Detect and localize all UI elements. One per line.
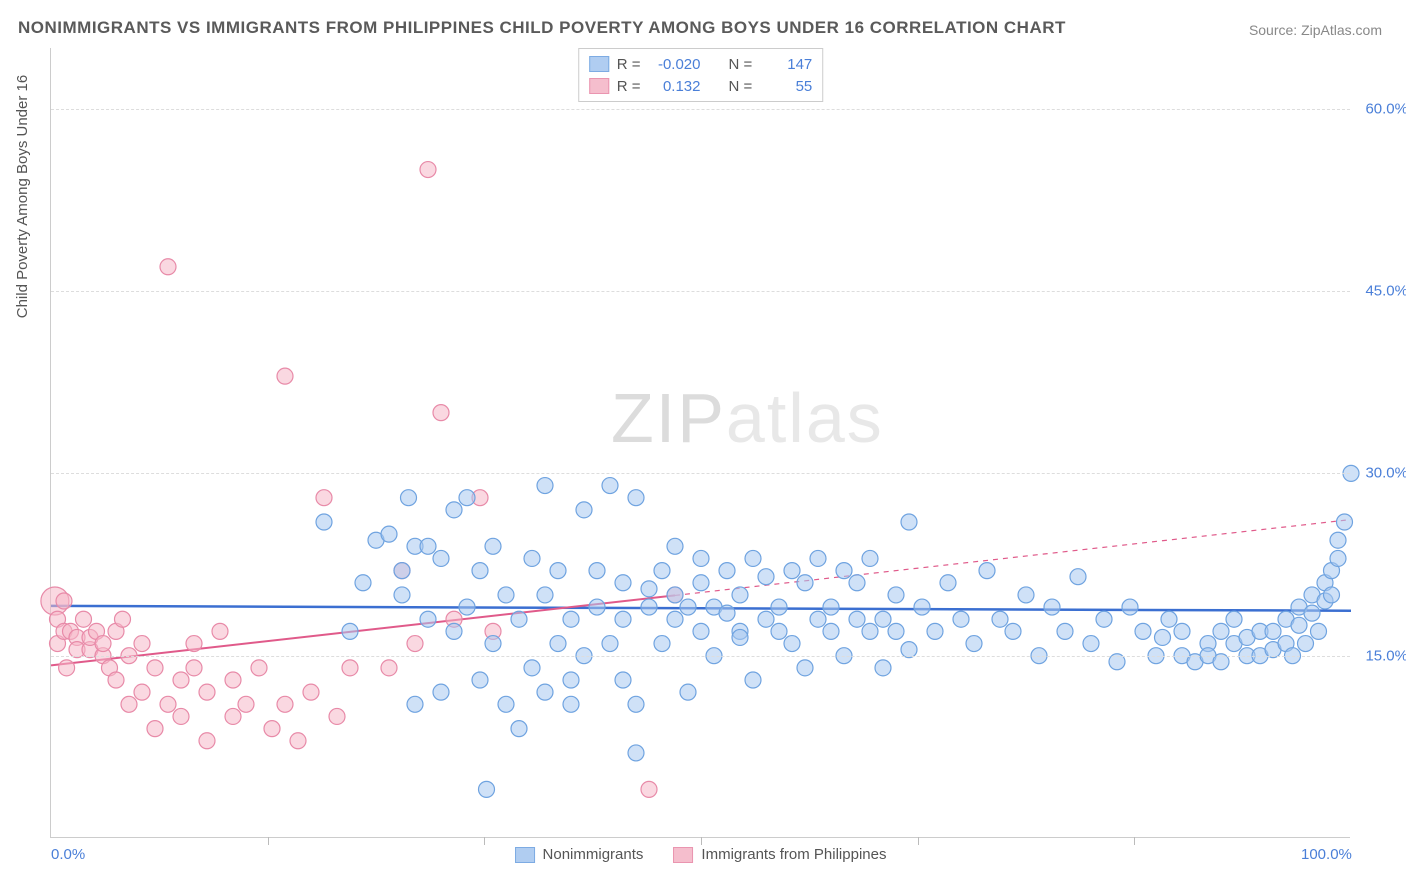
swatch-icon bbox=[515, 847, 535, 863]
x-tick-label: 0.0% bbox=[51, 846, 85, 863]
stat-n-label: N = bbox=[729, 78, 753, 95]
x-tick-mark bbox=[484, 837, 485, 845]
stat-r-value: -0.020 bbox=[649, 56, 701, 73]
stat-n-label: N = bbox=[729, 56, 753, 73]
stat-r-label: R = bbox=[617, 78, 641, 95]
stat-r-label: R = bbox=[617, 56, 641, 73]
gridline bbox=[51, 109, 1350, 110]
legend-item: Immigrants from Philippines bbox=[673, 846, 886, 863]
chart-title: NONIMMIGRANTS VS IMMIGRANTS FROM PHILIPP… bbox=[18, 18, 1066, 38]
legend-label: Immigrants from Philippines bbox=[701, 846, 886, 863]
swatch-icon bbox=[589, 78, 609, 94]
stat-n-value: 55 bbox=[760, 78, 812, 95]
y-tick-label: 30.0% bbox=[1365, 465, 1406, 482]
stats-box: R = -0.020 N = 147 R = 0.132 N = 55 bbox=[578, 48, 824, 102]
legend-item: Nonimmigrants bbox=[515, 846, 644, 863]
gridline bbox=[51, 473, 1350, 474]
x-tick-mark bbox=[701, 837, 702, 845]
chart-canvas bbox=[51, 48, 1350, 837]
legend-label: Nonimmigrants bbox=[543, 846, 644, 863]
y-axis-label: Child Poverty Among Boys Under 16 bbox=[14, 75, 31, 318]
stat-r-value: 0.132 bbox=[649, 78, 701, 95]
gridline bbox=[51, 656, 1350, 657]
y-tick-label: 15.0% bbox=[1365, 647, 1406, 664]
swatch-icon bbox=[589, 56, 609, 72]
x-tick-mark bbox=[1134, 837, 1135, 845]
swatch-icon bbox=[673, 847, 693, 863]
y-tick-label: 45.0% bbox=[1365, 283, 1406, 300]
x-tick-mark bbox=[918, 837, 919, 845]
y-tick-label: 60.0% bbox=[1365, 100, 1406, 117]
gridline bbox=[51, 291, 1350, 292]
source-attribution: Source: ZipAtlas.com bbox=[1249, 22, 1382, 38]
bottom-legend: Nonimmigrants Immigrants from Philippine… bbox=[515, 846, 887, 863]
stats-row: R = -0.020 N = 147 bbox=[589, 53, 813, 75]
stat-n-value: 147 bbox=[760, 56, 812, 73]
x-tick-label: 100.0% bbox=[1301, 846, 1352, 863]
x-tick-mark bbox=[268, 837, 269, 845]
plot-area: ZIPatlas R = -0.020 N = 147 R = 0.132 N … bbox=[50, 48, 1350, 838]
stats-row: R = 0.132 N = 55 bbox=[589, 75, 813, 97]
